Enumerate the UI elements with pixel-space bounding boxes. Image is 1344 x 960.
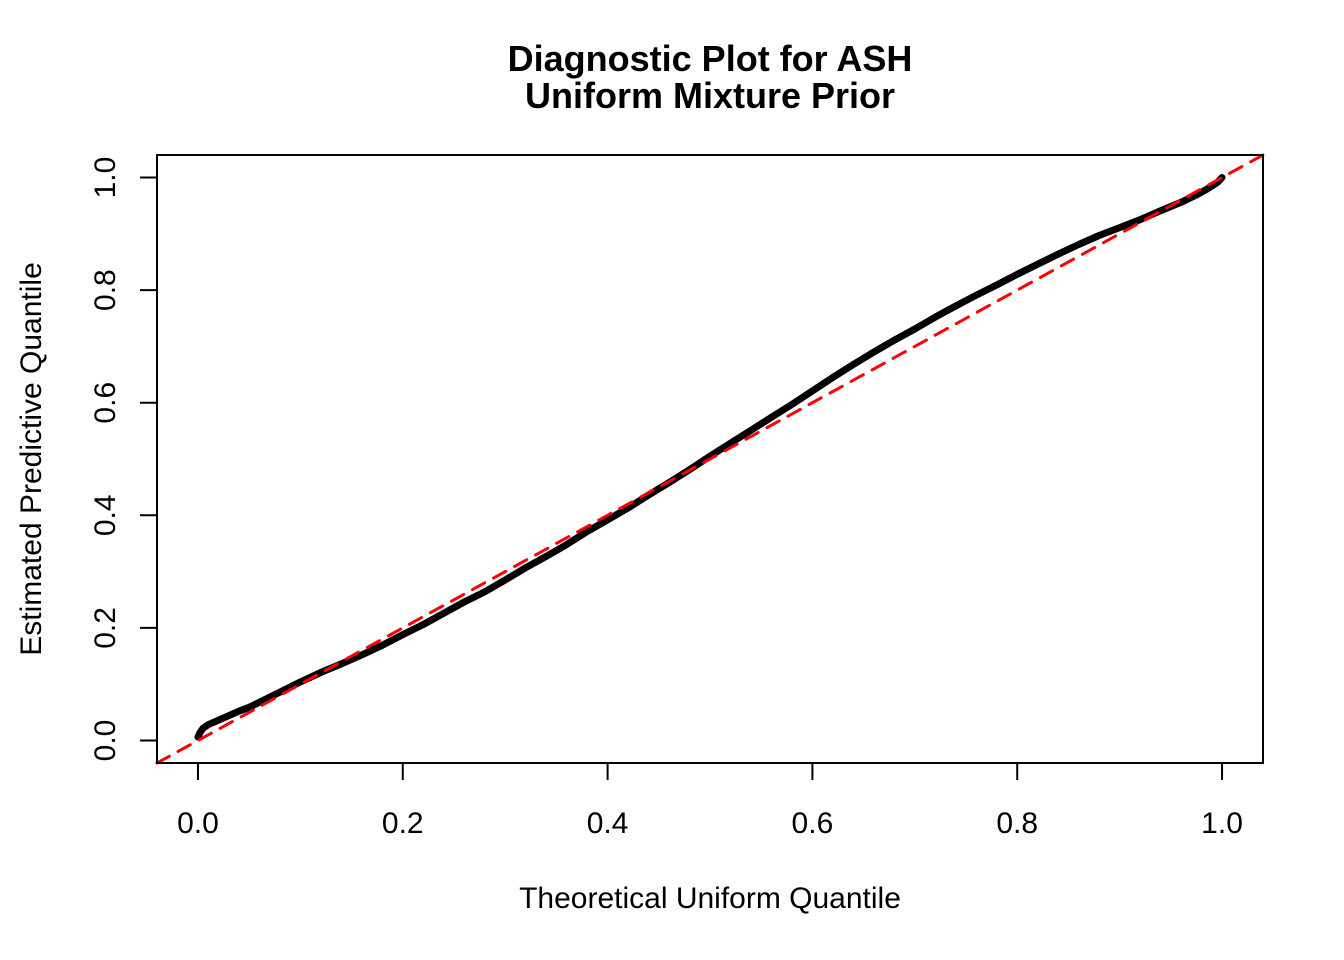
x-tick-label-0.8: 0.8: [996, 807, 1038, 840]
x-tick-label-1.0: 1.0: [1201, 807, 1243, 840]
plot-border: [156, 154, 1264, 764]
chart-title-line2: Uniform Mixture Prior: [524, 75, 896, 116]
identity-reference-line: [155, 153, 1265, 765]
x-tick-label-0.2: 0.2: [382, 807, 424, 840]
y-tick-label-0.4: 0.4: [89, 494, 122, 536]
y-tick-label-0.2: 0.2: [89, 607, 122, 649]
y-tick-label-0.6: 0.6: [89, 382, 122, 424]
x-tick-label-0.4: 0.4: [587, 807, 629, 840]
chart-title-line1: Diagnostic Plot for ASH: [507, 38, 913, 79]
x-tick-label-0.0: 0.0: [177, 807, 219, 840]
y-tick-label-0.0: 0.0: [89, 720, 122, 762]
x-axis-title: Theoretical Uniform Quantile: [519, 882, 901, 915]
y-tick-label-1.0: 1.0: [89, 157, 122, 199]
x-tick-label-0.6: 0.6: [792, 807, 834, 840]
chart-title: Diagnostic Plot for ASH Uniform Mixture …: [157, 40, 1263, 114]
y-tick-label-0.8: 0.8: [89, 269, 122, 311]
